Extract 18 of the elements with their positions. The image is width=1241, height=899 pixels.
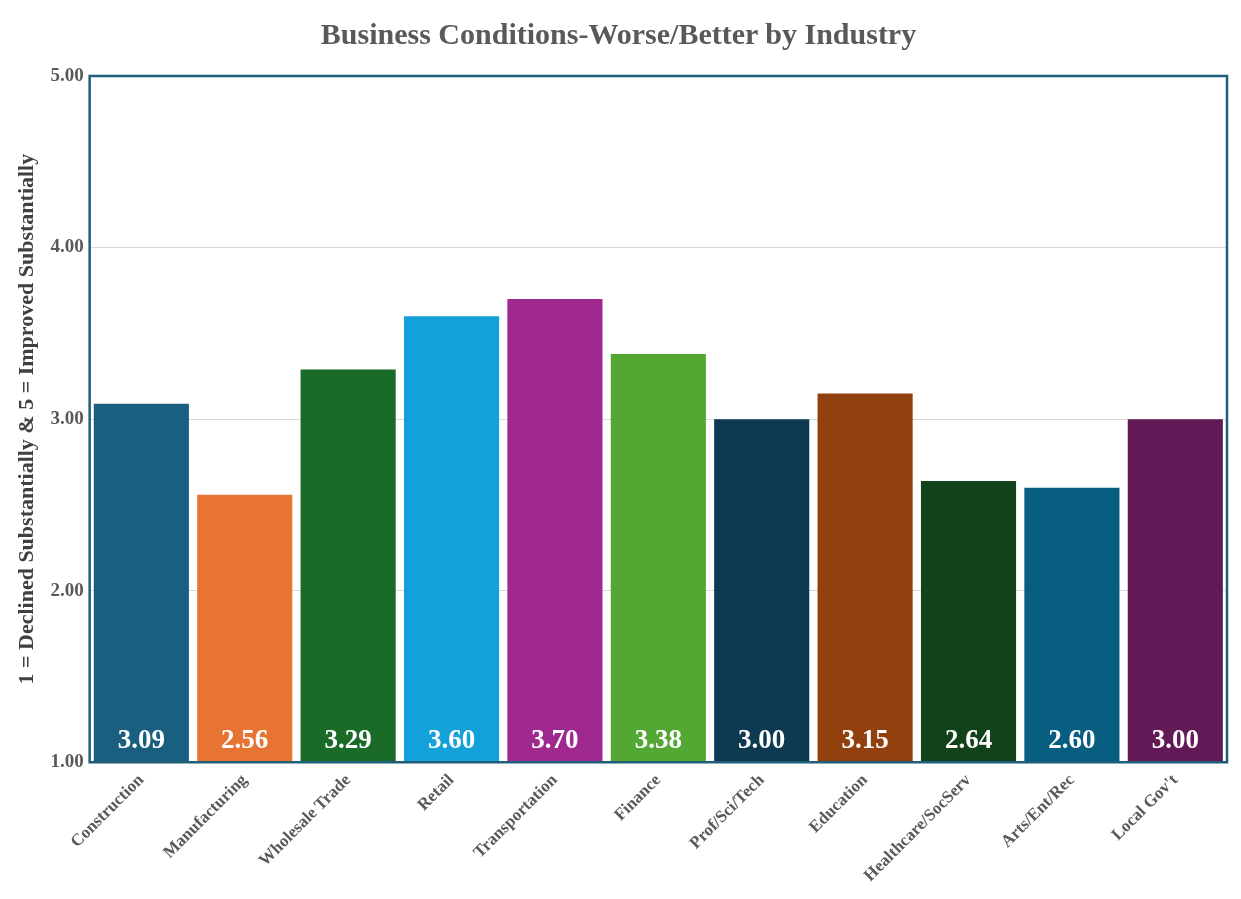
y-tick-label: 2.00 — [50, 578, 84, 600]
data-label: 2.64 — [944, 723, 993, 754]
data-label: 3.29 — [324, 723, 372, 754]
data-label: 3.00 — [1151, 723, 1199, 754]
data-label: 3.09 — [117, 723, 165, 754]
y-tick-label: 5.00 — [50, 63, 84, 85]
data-label: 3.70 — [531, 723, 579, 754]
data-label: 2.60 — [1048, 723, 1096, 754]
y-tick-label: 3.00 — [50, 407, 84, 429]
y-tick-label: 1.00 — [50, 750, 84, 772]
y-axis-title: 1 = Declined Substantially & 5 = Improved Substantially — [12, 153, 38, 685]
data-label: 3.15 — [841, 723, 889, 754]
data-label: 3.00 — [738, 723, 786, 754]
data-label: 3.38 — [634, 723, 682, 754]
data-label: 2.56 — [221, 723, 269, 754]
y-tick-label: 4.00 — [50, 235, 84, 257]
chart-title: Business Conditions-Worse/Better by Industry — [320, 16, 917, 50]
data-label: 3.60 — [427, 723, 476, 754]
